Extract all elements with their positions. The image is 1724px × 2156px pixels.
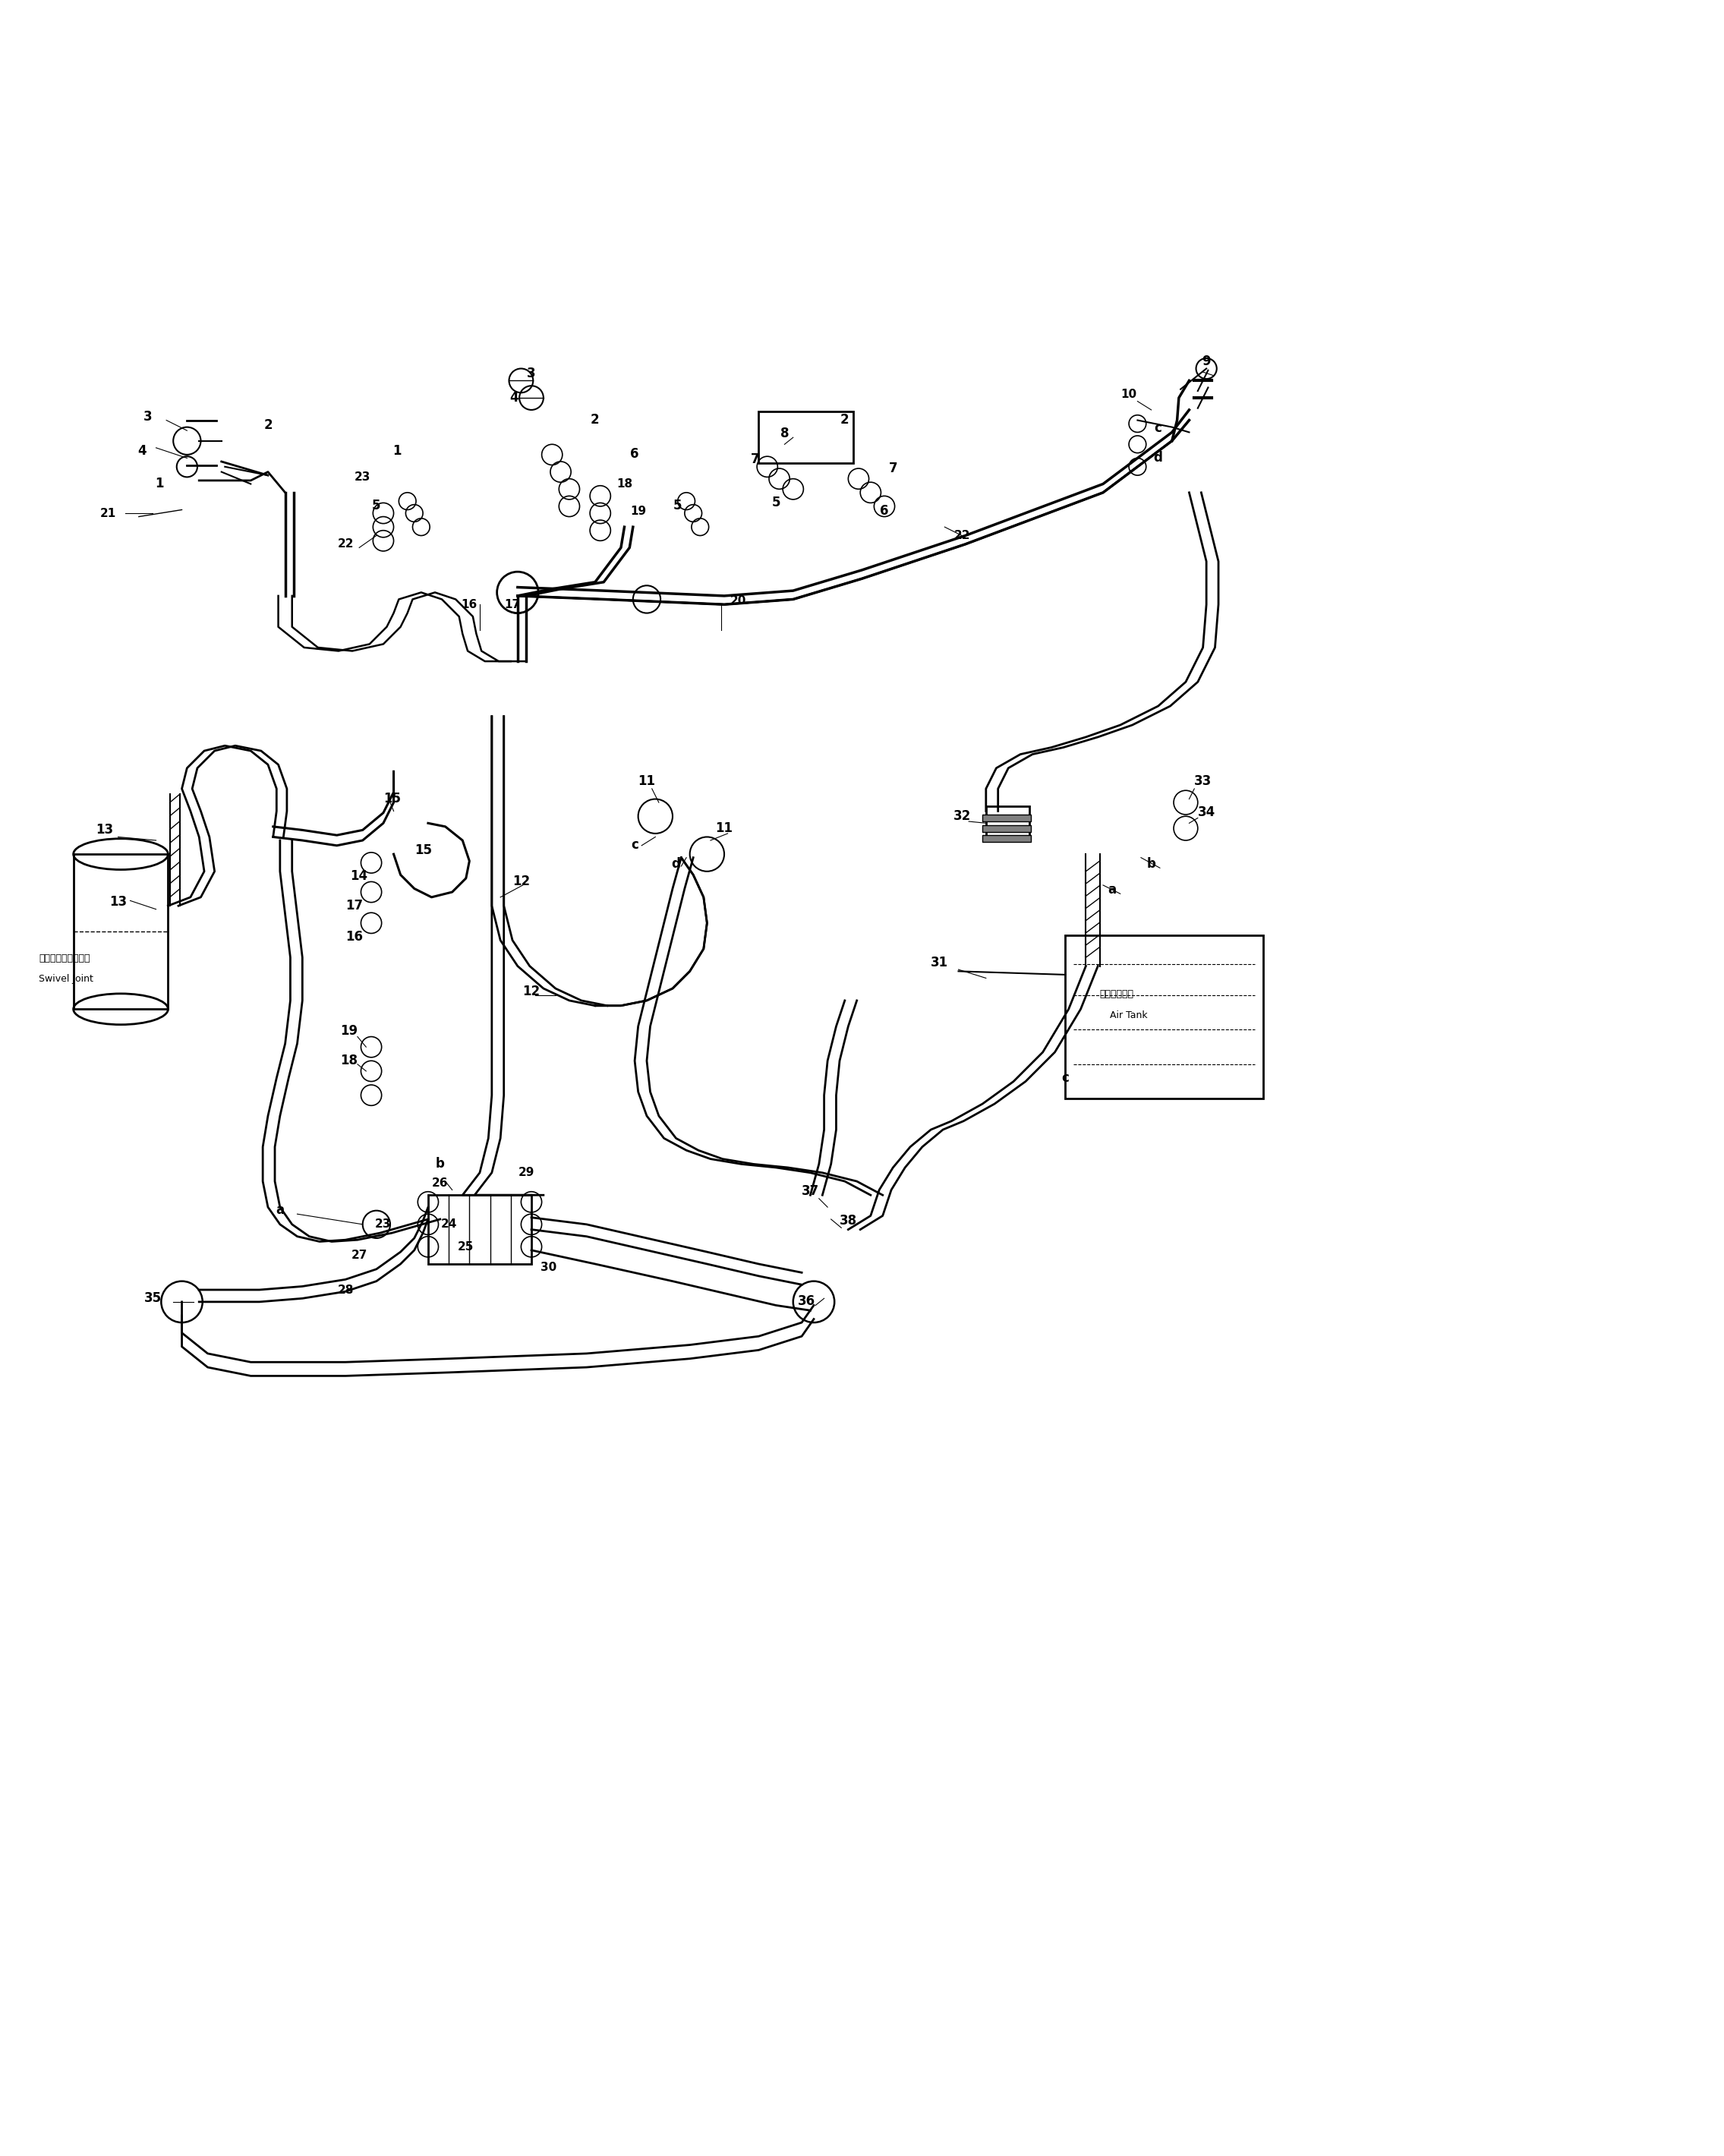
Text: 16: 16 bbox=[462, 599, 478, 610]
Text: 23: 23 bbox=[355, 472, 371, 483]
Text: 34: 34 bbox=[1198, 806, 1215, 819]
Bar bbox=[983, 815, 1031, 821]
Text: 36: 36 bbox=[798, 1294, 815, 1309]
Text: 21: 21 bbox=[100, 507, 116, 520]
Text: 7: 7 bbox=[752, 453, 760, 466]
Text: 4: 4 bbox=[138, 444, 147, 457]
Text: 5: 5 bbox=[674, 500, 683, 513]
Text: 35: 35 bbox=[143, 1291, 162, 1304]
Text: 22: 22 bbox=[953, 530, 971, 541]
Text: 19: 19 bbox=[340, 1024, 357, 1037]
Text: d: d bbox=[672, 858, 681, 871]
Text: c: c bbox=[1155, 423, 1162, 436]
Text: 22: 22 bbox=[338, 539, 353, 550]
Text: 38: 38 bbox=[840, 1214, 857, 1227]
Bar bbox=[986, 806, 1029, 837]
Text: 19: 19 bbox=[631, 507, 646, 517]
Text: 25: 25 bbox=[459, 1242, 474, 1253]
Text: 7: 7 bbox=[888, 461, 898, 474]
Text: 5: 5 bbox=[372, 500, 381, 513]
Text: 18: 18 bbox=[617, 479, 633, 489]
Text: 23: 23 bbox=[376, 1218, 391, 1231]
Text: 11: 11 bbox=[715, 821, 733, 834]
Bar bbox=[428, 1194, 531, 1263]
Text: 24: 24 bbox=[441, 1218, 457, 1231]
Text: 31: 31 bbox=[931, 955, 948, 968]
Text: 2: 2 bbox=[264, 418, 272, 431]
Text: b: b bbox=[1146, 858, 1155, 871]
Text: 17: 17 bbox=[505, 599, 521, 610]
Text: c: c bbox=[631, 839, 638, 852]
Text: b: b bbox=[436, 1158, 445, 1171]
Text: a: a bbox=[1107, 884, 1115, 897]
Text: 33: 33 bbox=[1195, 774, 1212, 789]
Text: 15: 15 bbox=[383, 791, 400, 806]
Text: スイベルジョイント: スイベルジョイント bbox=[40, 953, 90, 964]
Text: 13: 13 bbox=[109, 895, 128, 910]
Text: Swivel Joint: Swivel Joint bbox=[40, 975, 93, 983]
Text: 15: 15 bbox=[414, 843, 431, 858]
Text: 3: 3 bbox=[143, 410, 152, 423]
Text: 32: 32 bbox=[953, 808, 971, 824]
Text: 27: 27 bbox=[352, 1250, 367, 1261]
Text: 6: 6 bbox=[879, 505, 890, 517]
Text: 1: 1 bbox=[155, 476, 164, 489]
Text: 8: 8 bbox=[781, 427, 790, 440]
Text: d: d bbox=[1153, 451, 1162, 464]
Text: 6: 6 bbox=[631, 448, 640, 461]
Text: 5: 5 bbox=[772, 496, 781, 509]
Text: 14: 14 bbox=[350, 869, 367, 884]
Text: 9: 9 bbox=[1202, 354, 1210, 369]
Text: 2: 2 bbox=[840, 414, 850, 427]
Text: a: a bbox=[276, 1203, 284, 1218]
Circle shape bbox=[497, 571, 538, 612]
Text: 3: 3 bbox=[528, 367, 536, 379]
Bar bbox=[74, 854, 167, 1009]
Text: c: c bbox=[1062, 1072, 1069, 1084]
Text: 11: 11 bbox=[638, 774, 655, 789]
Text: 13: 13 bbox=[95, 824, 114, 837]
Text: 18: 18 bbox=[340, 1054, 357, 1067]
Text: 29: 29 bbox=[519, 1166, 534, 1179]
Text: 4: 4 bbox=[510, 390, 519, 405]
Text: 26: 26 bbox=[433, 1177, 448, 1188]
Text: 37: 37 bbox=[802, 1184, 819, 1199]
Text: 2: 2 bbox=[591, 414, 600, 427]
Text: 10: 10 bbox=[1121, 388, 1136, 401]
Text: 16: 16 bbox=[345, 929, 362, 944]
Text: 20: 20 bbox=[729, 595, 746, 606]
Text: 17: 17 bbox=[345, 899, 362, 912]
Text: 12: 12 bbox=[522, 985, 540, 998]
Bar bbox=[759, 412, 853, 464]
Bar bbox=[983, 834, 1031, 843]
Bar bbox=[1065, 936, 1264, 1100]
Text: 30: 30 bbox=[541, 1261, 557, 1274]
Text: 28: 28 bbox=[338, 1285, 353, 1296]
Bar bbox=[983, 826, 1031, 832]
Text: 12: 12 bbox=[512, 875, 529, 888]
Text: 1: 1 bbox=[393, 444, 402, 457]
Text: エアータンク: エアータンク bbox=[1100, 990, 1134, 1000]
Text: Air Tank: Air Tank bbox=[1110, 1011, 1148, 1020]
